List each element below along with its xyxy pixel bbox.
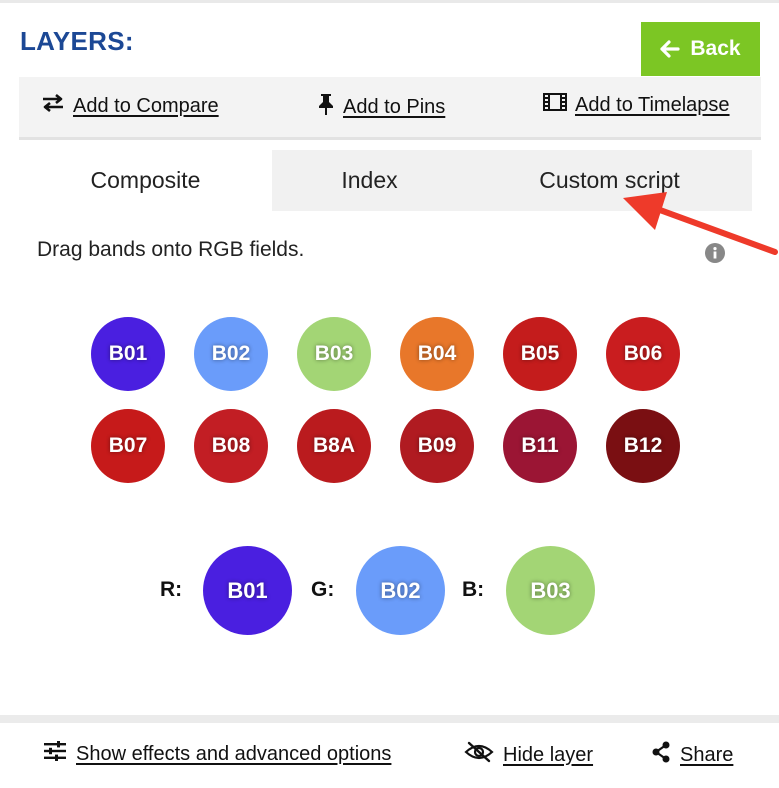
add-to-timelapse-link[interactable]: Add to Timelapse: [543, 93, 730, 117]
tab-composite-label: Composite: [90, 167, 201, 193]
band-chip[interactable]: B01: [91, 317, 165, 391]
info-icon[interactable]: [705, 243, 725, 263]
swap-arrows-icon: [41, 93, 65, 119]
band-chip[interactable]: B02: [194, 317, 268, 391]
visualization-tabs: Composite Index Custom script: [19, 150, 752, 211]
instruction-text: Drag bands onto RGB fields.: [37, 238, 305, 261]
share-icon: [651, 741, 671, 769]
tab-index[interactable]: Index: [272, 150, 467, 211]
tab-composite[interactable]: Composite: [19, 150, 272, 211]
page-title: LAYERS:: [20, 26, 134, 56]
show-effects-link[interactable]: Show effects and advanced options: [43, 741, 391, 767]
share-link[interactable]: Share: [651, 741, 733, 769]
film-icon: [543, 93, 567, 117]
tab-custom-script-label: Custom script: [539, 167, 680, 193]
band-chip[interactable]: B05: [503, 317, 577, 391]
band-chip[interactable]: B11: [503, 409, 577, 483]
band-chip[interactable]: B03: [297, 317, 371, 391]
show-effects-label: Show effects and advanced options: [76, 742, 392, 765]
blue-channel-label: B:: [462, 578, 485, 601]
hide-layer-label: Hide layer: [503, 743, 594, 766]
sliders-icon: [43, 741, 67, 767]
pin-icon: [317, 93, 335, 121]
band-chip[interactable]: B12: [606, 409, 680, 483]
red-channel-slot[interactable]: B01: [203, 546, 292, 635]
arrow-left-icon: [660, 40, 680, 58]
share-label: Share: [680, 743, 734, 766]
add-to-compare-label: Add to Compare: [73, 94, 219, 117]
layer-footer: Show effects and advanced options Hide l…: [0, 723, 779, 788]
eye-slash-icon: [464, 741, 494, 769]
add-to-pins-link[interactable]: Add to Pins: [317, 93, 445, 121]
bottom-divider: [0, 715, 779, 723]
add-to-timelapse-label: Add to Timelapse: [575, 93, 730, 116]
band-chip[interactable]: B04: [400, 317, 474, 391]
top-edge: [0, 0, 779, 3]
band-chip[interactable]: B06: [606, 317, 680, 391]
back-button[interactable]: Back: [641, 22, 760, 76]
annotation-arrow: [623, 192, 778, 255]
blue-channel-slot[interactable]: B03: [506, 546, 595, 635]
tab-index-label: Index: [341, 167, 398, 193]
hide-layer-link[interactable]: Hide layer: [464, 741, 593, 769]
add-to-compare-link[interactable]: Add to Compare: [41, 93, 219, 119]
green-channel-label: G:: [311, 578, 335, 601]
band-chip[interactable]: B08: [194, 409, 268, 483]
green-channel-slot[interactable]: B02: [356, 546, 445, 635]
back-button-label: Back: [690, 37, 741, 60]
layer-toolbar: Add to Compare Add to Pins Add to Timela…: [19, 77, 761, 140]
add-to-pins-label: Add to Pins: [343, 95, 446, 118]
band-chip[interactable]: B07: [91, 409, 165, 483]
tab-custom-script[interactable]: Custom script: [467, 150, 752, 211]
band-chip[interactable]: B8A: [297, 409, 371, 483]
red-channel-label: R:: [160, 578, 183, 601]
band-chip[interactable]: B09: [400, 409, 474, 483]
